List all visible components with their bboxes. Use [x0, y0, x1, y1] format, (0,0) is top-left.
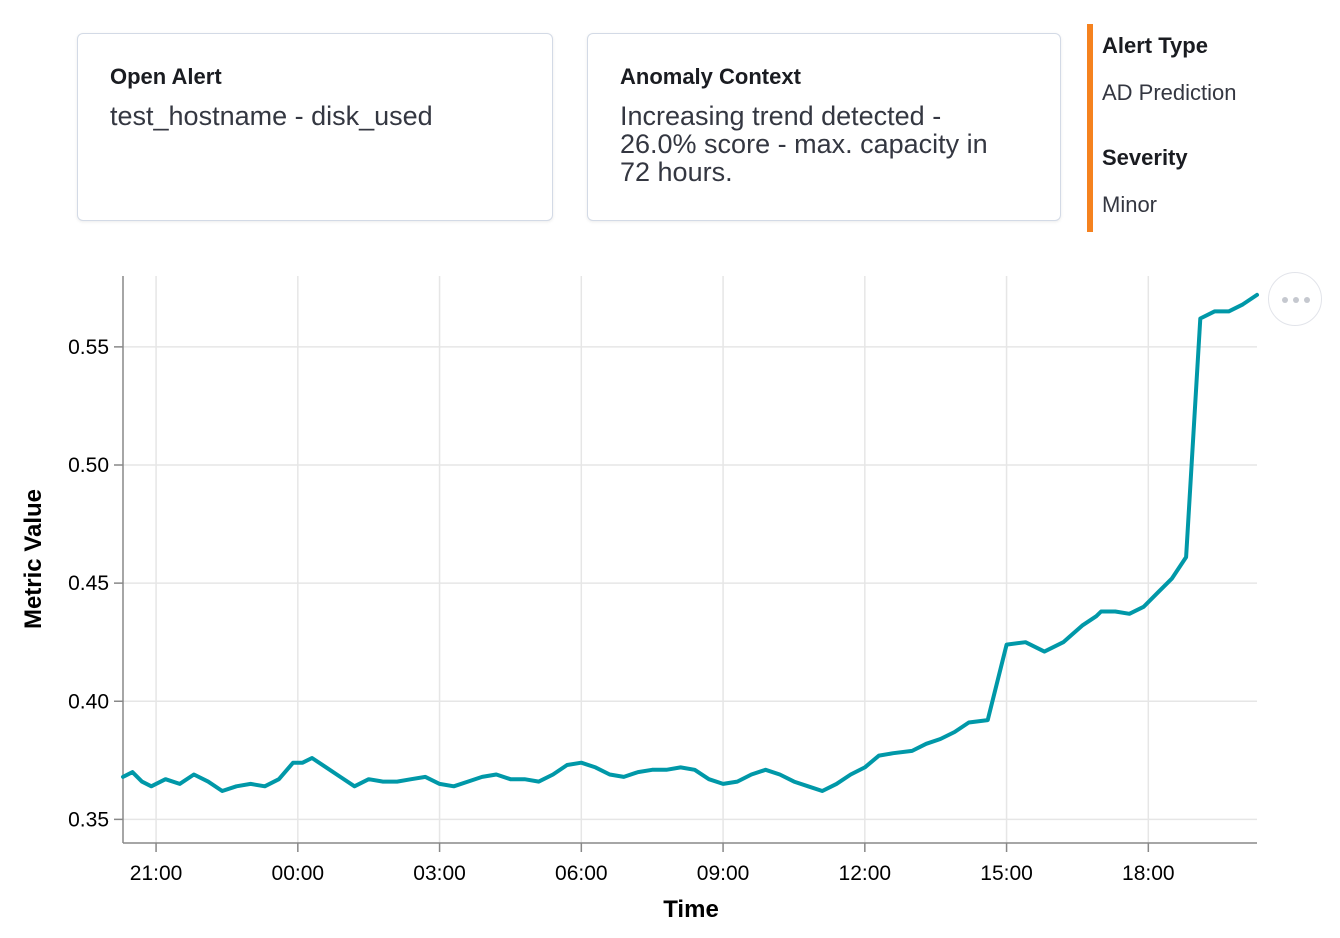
x-tick-label: 03:00: [413, 862, 466, 885]
severity-value: Minor: [1102, 192, 1158, 217]
x-tick-label: 21:00: [130, 862, 183, 885]
x-axis-title: Time: [663, 896, 719, 923]
x-tick-label: 09:00: [697, 862, 750, 885]
more-horizontal-icon: [1293, 297, 1299, 303]
more-horizontal-icon: [1304, 297, 1310, 303]
anomaly-context-card: Anomaly Context Increasing trend detecte…: [587, 33, 1061, 221]
chart-menu-button[interactable]: [1268, 272, 1322, 326]
anomaly-context-line: Increasing trend detected -: [620, 101, 942, 131]
series-line: [121, 292, 1259, 793]
anomaly-context-line: 72 hours.: [620, 157, 733, 187]
meta-accent-bar: [1087, 24, 1093, 232]
alert-meta-panel: Alert Type AD Prediction Severity Minor: [1087, 24, 1337, 232]
x-tick-label: 12:00: [839, 862, 892, 885]
anomaly-context-value: Increasing trend detected - 26.0% score …: [620, 102, 1028, 186]
y-tick-label: 0.35: [68, 808, 109, 831]
open-alert-card: Open Alert test_hostname - disk_used: [77, 33, 553, 221]
x-tick-label: 18:00: [1122, 862, 1175, 885]
y-axis-title: Metric Value: [20, 489, 47, 629]
y-tick-label: 0.55: [68, 336, 109, 359]
severity-label: Severity: [1102, 145, 1188, 170]
chart-grid: [123, 276, 1257, 843]
open-alert-title: Open Alert: [110, 64, 222, 89]
x-tick-label: 15:00: [980, 862, 1033, 885]
y-tick-label: 0.50: [68, 454, 109, 477]
anomaly-context-line: 26.0% score - max. capacity in: [620, 129, 988, 159]
anomaly-context-title: Anomaly Context: [620, 64, 801, 89]
chart-axes: [122, 276, 1257, 844]
y-tick-label: 0.40: [68, 690, 109, 713]
y-tick-label: 0.45: [68, 572, 109, 595]
x-tick-label: 00:00: [272, 862, 325, 885]
open-alert-value: test_hostname - disk_used: [110, 101, 433, 131]
chart-ticks: 21:00 00:00 03:00 06:00 09:00 12:00 15:00 18:00…: [68, 336, 1174, 885]
more-horizontal-icon: [1282, 297, 1288, 303]
alert-type-label: Alert Type: [1102, 33, 1208, 58]
x-tick-label: 06:00: [555, 862, 608, 885]
alert-type-value: AD Prediction: [1102, 80, 1237, 105]
